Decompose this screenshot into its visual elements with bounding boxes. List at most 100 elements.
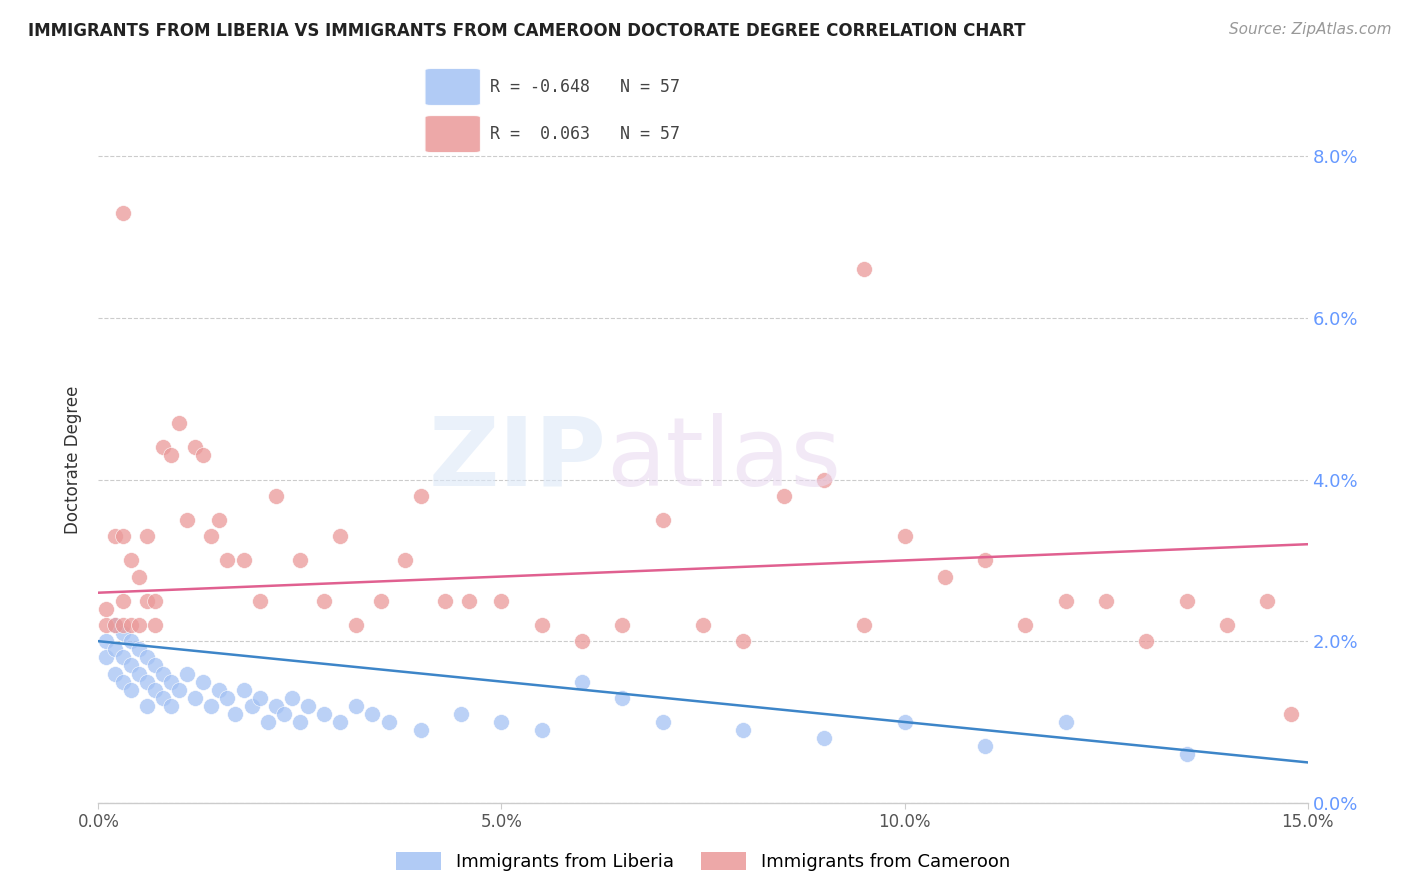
Point — [96, 602, 118, 616]
Point — [314, 706, 336, 721]
Point — [128, 642, 150, 657]
Point — [135, 650, 157, 665]
Point — [128, 569, 150, 583]
Point — [530, 618, 553, 632]
Point — [103, 618, 125, 632]
Point — [256, 714, 278, 729]
Point — [344, 618, 367, 632]
Point — [1135, 634, 1157, 648]
Point — [111, 626, 134, 640]
Point — [232, 553, 254, 567]
Point — [377, 714, 399, 729]
Point — [111, 594, 134, 608]
Point — [297, 698, 319, 713]
Point — [103, 666, 125, 681]
Point — [152, 440, 174, 454]
Point — [135, 674, 157, 689]
Point — [813, 731, 835, 746]
Point — [208, 682, 231, 697]
Point — [143, 594, 166, 608]
Point — [167, 682, 190, 697]
Point — [217, 553, 239, 567]
Point — [409, 723, 432, 737]
Point — [1175, 747, 1198, 762]
Point — [120, 553, 142, 567]
Point — [1216, 618, 1239, 632]
Point — [394, 553, 416, 567]
Point — [208, 513, 231, 527]
Point — [184, 690, 207, 705]
Point — [176, 666, 198, 681]
Point — [329, 529, 352, 543]
Point — [1054, 594, 1077, 608]
Point — [530, 723, 553, 737]
Point — [103, 618, 125, 632]
Point — [96, 634, 118, 648]
Point — [143, 618, 166, 632]
Text: R =  0.063   N = 57: R = 0.063 N = 57 — [489, 125, 681, 143]
Point — [103, 529, 125, 543]
Point — [193, 448, 215, 462]
Point — [120, 658, 142, 673]
Point — [135, 594, 157, 608]
Point — [434, 594, 457, 608]
Point — [111, 650, 134, 665]
Point — [344, 698, 367, 713]
Point — [733, 634, 755, 648]
Point — [232, 682, 254, 697]
Point — [184, 440, 207, 454]
Point — [167, 416, 190, 430]
Point — [934, 569, 956, 583]
Point — [135, 529, 157, 543]
Point — [361, 706, 384, 721]
Point — [853, 618, 876, 632]
Point — [111, 618, 134, 632]
Point — [450, 706, 472, 721]
Text: IMMIGRANTS FROM LIBERIA VS IMMIGRANTS FROM CAMEROON DOCTORATE DEGREE CORRELATION: IMMIGRANTS FROM LIBERIA VS IMMIGRANTS FR… — [28, 22, 1025, 40]
Point — [974, 553, 997, 567]
Point — [692, 618, 714, 632]
Point — [160, 698, 183, 713]
Point — [491, 714, 513, 729]
Point — [893, 714, 915, 729]
Point — [249, 690, 271, 705]
Text: R = -0.648   N = 57: R = -0.648 N = 57 — [489, 78, 681, 96]
Point — [273, 706, 295, 721]
Point — [1281, 706, 1303, 721]
Point — [193, 674, 215, 689]
Point — [813, 473, 835, 487]
Point — [974, 739, 997, 754]
Point — [120, 682, 142, 697]
Text: atlas: atlas — [606, 413, 841, 506]
Point — [160, 448, 183, 462]
Point — [264, 698, 287, 713]
Point — [651, 513, 673, 527]
Point — [1014, 618, 1036, 632]
Point — [96, 618, 118, 632]
Point — [217, 690, 239, 705]
Point — [612, 690, 634, 705]
Point — [120, 618, 142, 632]
Point — [240, 698, 263, 713]
FancyBboxPatch shape — [425, 115, 481, 153]
Point — [612, 618, 634, 632]
Point — [288, 553, 311, 567]
Point — [96, 650, 118, 665]
Legend: Immigrants from Liberia, Immigrants from Cameroon: Immigrants from Liberia, Immigrants from… — [389, 845, 1017, 879]
Point — [152, 690, 174, 705]
Point — [264, 489, 287, 503]
Point — [329, 714, 352, 729]
Point — [128, 618, 150, 632]
Point — [152, 666, 174, 681]
Point — [224, 706, 246, 721]
Point — [288, 714, 311, 729]
Text: Source: ZipAtlas.com: Source: ZipAtlas.com — [1229, 22, 1392, 37]
Point — [314, 594, 336, 608]
Point — [772, 489, 794, 503]
Point — [176, 513, 198, 527]
Point — [135, 698, 157, 713]
Point — [409, 489, 432, 503]
Point — [111, 529, 134, 543]
Point — [1095, 594, 1118, 608]
Point — [111, 206, 134, 220]
